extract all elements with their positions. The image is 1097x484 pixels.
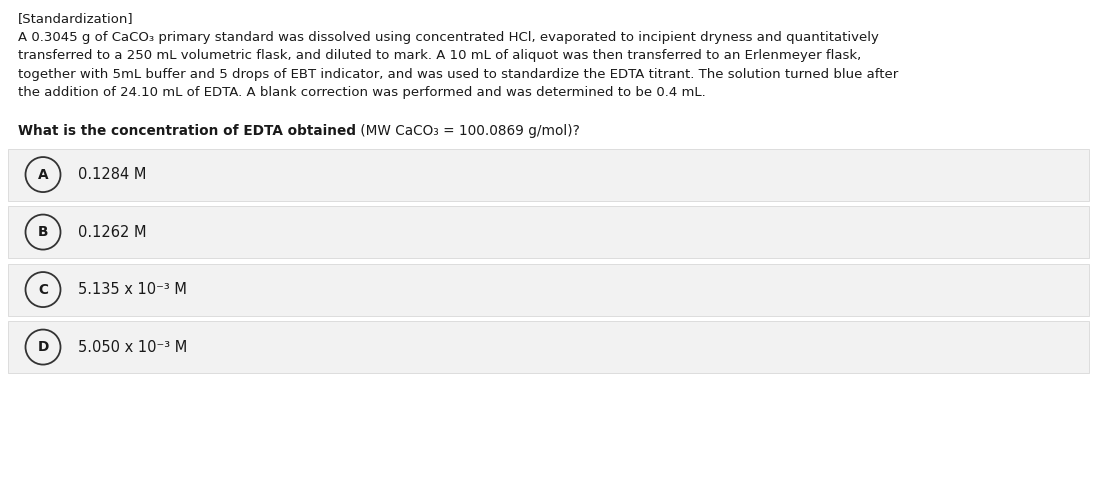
Ellipse shape: [25, 272, 60, 307]
Text: 5.135 x 10⁻³ M: 5.135 x 10⁻³ M: [79, 282, 188, 297]
Text: the addition of 24.10 mL of EDTA. A blank correction was performed and was deter: the addition of 24.10 mL of EDTA. A blan…: [18, 86, 705, 99]
Ellipse shape: [25, 330, 60, 364]
Ellipse shape: [25, 157, 60, 192]
Text: B: B: [37, 225, 48, 239]
Text: 0.1284 M: 0.1284 M: [79, 167, 147, 182]
Text: What is the concentration of EDTA obtained: What is the concentration of EDTA obtain…: [18, 124, 357, 138]
Text: 5.050 x 10⁻³ M: 5.050 x 10⁻³ M: [79, 340, 188, 355]
Text: transferred to a 250 mL volumetric flask, and diluted to mark. A 10 mL of aliquo: transferred to a 250 mL volumetric flask…: [18, 49, 861, 62]
Text: [Standardization]: [Standardization]: [18, 12, 134, 25]
Text: A: A: [37, 167, 48, 182]
Text: D: D: [37, 340, 48, 354]
Text: 0.1262 M: 0.1262 M: [79, 225, 147, 240]
Text: together with 5mL buffer and 5 drops of EBT indicator, and was used to standardi: together with 5mL buffer and 5 drops of …: [18, 68, 898, 80]
Bar: [8, 264, 1089, 316]
Text: C: C: [38, 283, 48, 297]
Text: (MW CaCO₃ = 100.0869 g/mol)?: (MW CaCO₃ = 100.0869 g/mol)?: [357, 124, 580, 138]
Text: A 0.3045 g of CaCO₃ primary standard was dissolved using concentrated HCl, evapo: A 0.3045 g of CaCO₃ primary standard was…: [18, 31, 879, 44]
Bar: [8, 206, 1089, 258]
Bar: [8, 321, 1089, 373]
Ellipse shape: [25, 214, 60, 250]
Bar: [8, 149, 1089, 200]
